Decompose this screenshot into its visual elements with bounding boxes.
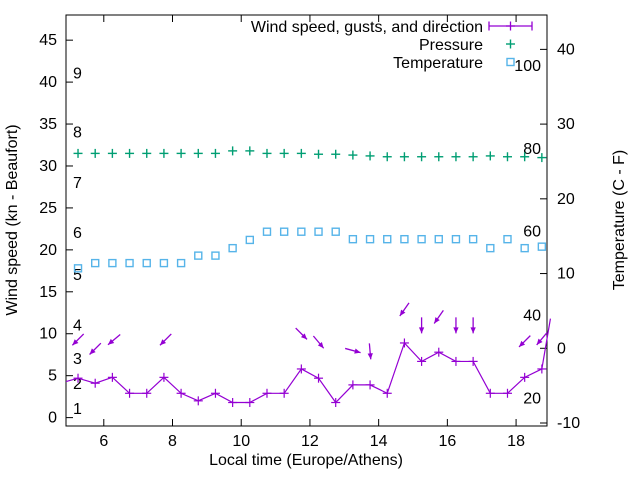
wind-direction-arrow-head — [89, 348, 96, 355]
temperature-point — [486, 243, 495, 253]
temperature-point — [228, 243, 237, 253]
temperature-point — [125, 258, 134, 268]
y-right-tick-label: -10 — [557, 415, 580, 432]
temperature-point — [73, 264, 83, 273]
wind-direction-arrow-head — [354, 348, 361, 354]
wind-direction-arrow-head — [470, 327, 476, 334]
temperature-point — [365, 234, 375, 244]
y-left-tick-label: 25 — [39, 200, 57, 217]
wind-direction-arrow-head — [107, 338, 115, 345]
legend-label-pressure: Pressure — [419, 37, 483, 54]
temperature-point — [383, 234, 392, 244]
fahrenheit-scale-label: 60 — [523, 224, 541, 241]
temperature-point — [159, 258, 169, 268]
left-axis-title: Wind speed (kn - Beaufort) — [4, 124, 21, 315]
y-left-tick-label: 0 — [48, 410, 57, 427]
y-left-tick-label: 30 — [39, 158, 57, 175]
x-tick-label: 18 — [507, 433, 525, 450]
temperature-point — [400, 234, 409, 244]
beaufort-scale-label: 8 — [73, 124, 82, 141]
fahrenheit-scale-label: 20 — [523, 390, 541, 407]
y-left-tick-label: 10 — [39, 326, 57, 343]
wind-direction-arrow-head — [317, 342, 324, 349]
x-tick-label: 10 — [232, 433, 250, 450]
y-left-tick-label: 35 — [39, 116, 57, 133]
wind-direction-arrow-head — [72, 339, 79, 346]
y-left-tick-label: 45 — [39, 32, 57, 49]
beaufort-scale-label: 7 — [73, 175, 82, 192]
temperature-point — [194, 251, 203, 260]
wind-direction-arrow-head — [418, 327, 425, 334]
wind-direction-arrow-head — [159, 339, 167, 346]
temperature-point — [331, 227, 340, 236]
legend-label-temperature: Temperature — [393, 55, 483, 72]
temperature-point — [520, 243, 529, 253]
legend-sample-temperature — [506, 57, 515, 67]
beaufort-scale-label: 6 — [73, 225, 82, 242]
wind-direction-arrow-head — [453, 327, 459, 334]
fahrenheit-scale-label: 100 — [514, 58, 541, 75]
wind-direction-arrow-head — [434, 317, 440, 324]
y-right-tick-label: 20 — [557, 191, 575, 208]
beaufort-scale-label: 4 — [73, 317, 82, 334]
x-tick-label: 14 — [370, 433, 388, 450]
temperature-point — [211, 251, 220, 260]
beaufort-scale-label: 3 — [73, 351, 82, 368]
wind-direction-arrow-head — [367, 353, 373, 360]
temperature-point — [245, 235, 255, 245]
temperature-point — [537, 242, 547, 251]
y-right-tick-label: 0 — [557, 340, 566, 357]
temperature-point — [503, 234, 512, 244]
beaufort-scale-label: 5 — [73, 267, 82, 284]
temperature-point — [91, 258, 100, 268]
beaufort-scale-label: 9 — [73, 66, 82, 83]
temperature-point — [417, 234, 426, 244]
y-left-tick-label: 20 — [39, 242, 57, 259]
y-right-tick-label: 40 — [557, 41, 575, 58]
temperature-point — [314, 227, 323, 236]
temperature-point — [279, 227, 289, 236]
temperature-point — [297, 227, 306, 236]
wind-direction-arrow-head — [399, 309, 406, 316]
wind-direction-arrow-head — [536, 338, 543, 345]
y-left-tick-label: 5 — [48, 368, 57, 385]
temperature-point — [468, 234, 478, 244]
y-right-tick-label: 10 — [557, 266, 575, 283]
temperature-point — [262, 227, 272, 236]
y-right-tick-label: 30 — [557, 116, 575, 133]
fahrenheit-scale-label: 80 — [523, 141, 541, 158]
temperature-point — [348, 234, 358, 244]
wind-direction-arrow-head — [300, 333, 308, 340]
wind-speed-line — [65, 318, 552, 404]
x-axis-title: Local time (Europe/Athens) — [209, 452, 403, 469]
legend-label-wind: Wind speed, gusts, and direction — [251, 19, 483, 36]
x-tick-label: 8 — [168, 433, 177, 450]
plot-border — [65, 14, 548, 427]
beaufort-scale-label: 2 — [73, 376, 82, 393]
y-left-tick-label: 40 — [39, 74, 57, 91]
temperature-point — [451, 234, 461, 244]
plot-area: 6 8 10 12 14 16 18051015202530354045-100102030… — [39, 14, 580, 450]
x-tick-label: 6 — [99, 433, 108, 450]
x-tick-label: 12 — [301, 433, 319, 450]
fahrenheit-scale-label: 40 — [523, 307, 541, 324]
temperature-point — [142, 258, 151, 268]
x-tick-label: 16 — [438, 433, 456, 450]
wind-direction-arrow-head — [519, 340, 526, 347]
beaufort-scale-label: 1 — [73, 401, 82, 418]
temperature-point — [108, 258, 117, 268]
right-axis-title: Temperature (C - F) — [611, 150, 628, 290]
temperature-point — [176, 258, 186, 268]
temperature-point — [434, 234, 443, 244]
y-left-tick-label: 15 — [39, 284, 57, 301]
